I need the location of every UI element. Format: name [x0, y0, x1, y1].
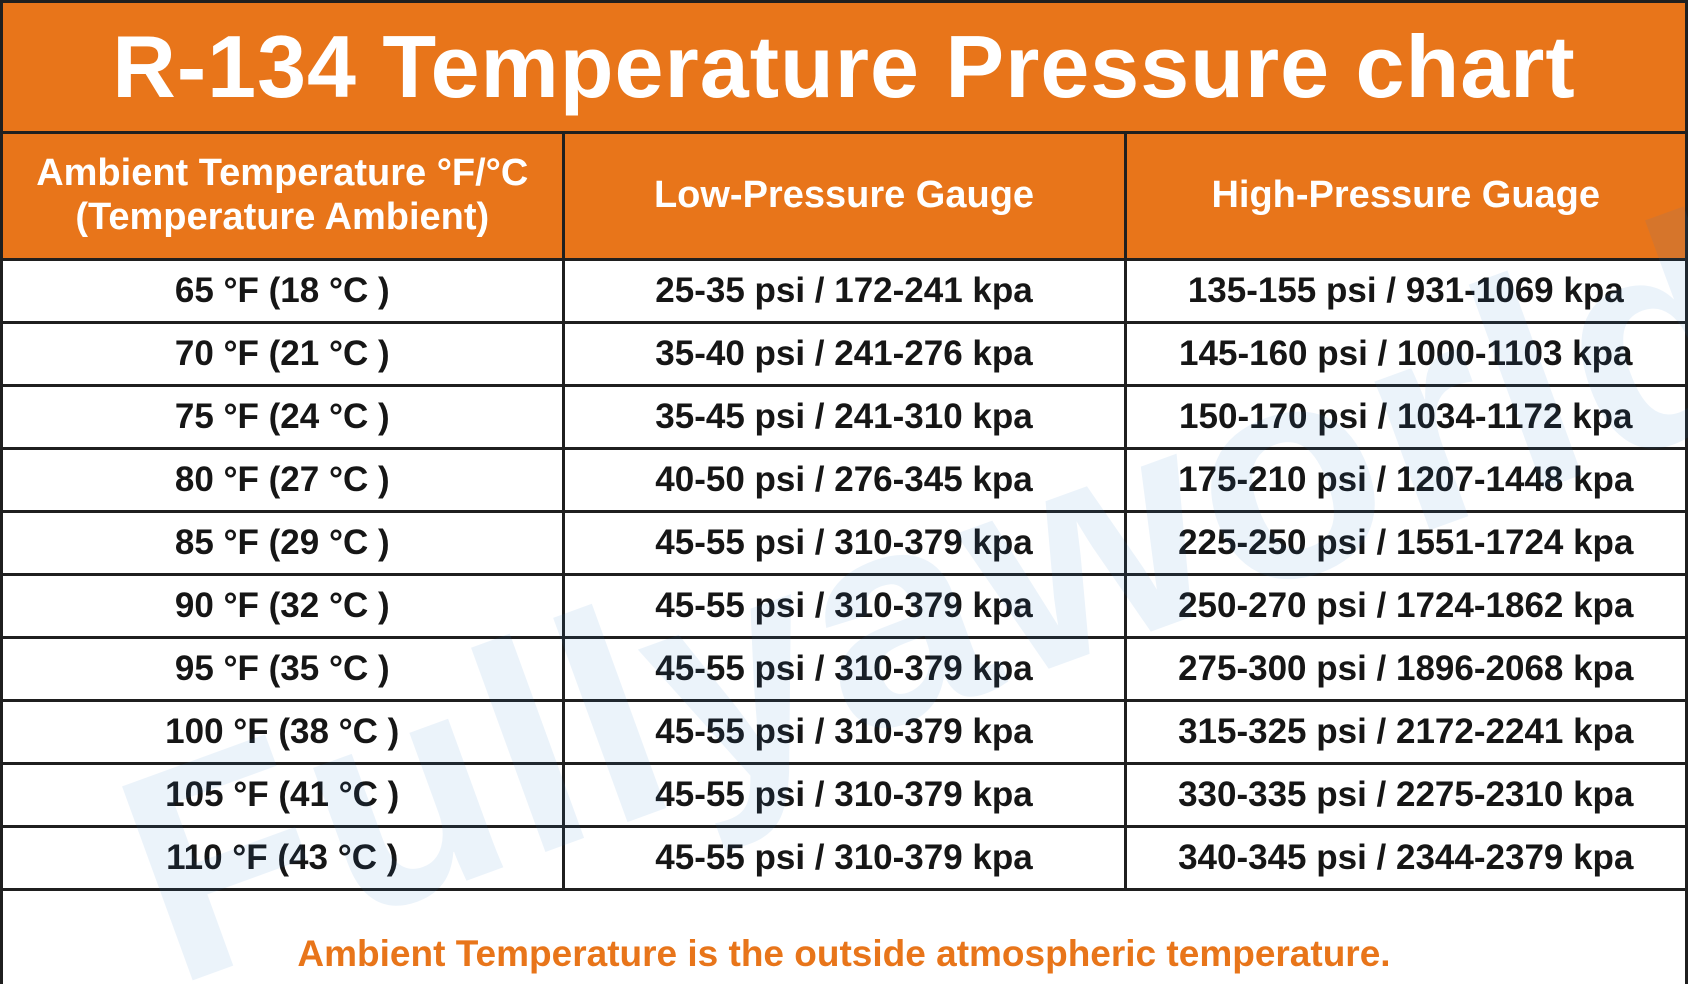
temperature-cell: 85 °F (29 °C ) [3, 510, 565, 576]
low-pressure-value: 45-55 psi / 310-379 kpa [655, 775, 1033, 814]
low-pressure-cell: 45-55 psi / 310-379 kpa [561, 825, 1127, 891]
title-bar: R-134 Temperature Pressure chart [3, 3, 1685, 134]
table-row: 90 °F (32 °C ) 45-55 psi / 310-379 kpa 2… [3, 573, 1685, 639]
high-pressure-value: 330-335 psi / 2275-2310 kpa [1178, 775, 1634, 814]
header-low-pressure: Low-Pressure Gauge [561, 134, 1127, 261]
low-pressure-cell: 35-40 psi / 241-276 kpa [561, 321, 1127, 387]
high-pressure-cell: 135-155 psi / 931-1069 kpa [1123, 258, 1685, 324]
high-pressure-value: 145-160 psi / 1000-1103 kpa [1179, 334, 1633, 373]
temperature-cell: 105 °F (41 °C ) [3, 762, 565, 828]
temperature-cell: 110 °F (43 °C ) [3, 825, 565, 891]
temperature-cell: 95 °F (35 °C ) [3, 636, 565, 702]
high-pressure-value: 135-155 psi / 931-1069 kpa [1187, 271, 1624, 310]
temperature-value: 105 °F (41 °C ) [165, 775, 400, 814]
temperature-cell: 90 °F (32 °C ) [3, 573, 565, 639]
low-pressure-value: 45-55 psi / 310-379 kpa [655, 712, 1033, 751]
low-pressure-cell: 45-55 psi / 310-379 kpa [561, 510, 1127, 576]
table-row: 110 °F (43 °C ) 45-55 psi / 310-379 kpa … [3, 825, 1685, 891]
header-ambient-temperature: Ambient Temperature °F/°C (Temperature A… [3, 134, 565, 261]
low-pressure-cell: 40-50 psi / 276-345 kpa [561, 447, 1127, 513]
low-pressure-value: 45-55 psi / 310-379 kpa [655, 649, 1033, 688]
temperature-value: 65 °F (18 °C ) [174, 271, 390, 310]
table-row: 80 °F (27 °C ) 40-50 psi / 276-345 kpa 1… [3, 447, 1685, 513]
high-pressure-value: 175-210 psi / 1207-1448 kpa [1178, 460, 1634, 499]
low-pressure-cell: 45-55 psi / 310-379 kpa [561, 699, 1127, 765]
temperature-value: 90 °F (32 °C ) [174, 586, 390, 625]
high-pressure-value: 150-170 psi / 1034-1172 kpa [1179, 397, 1633, 436]
high-pressure-cell: 175-210 psi / 1207-1448 kpa [1123, 447, 1685, 513]
table-row: 75 °F (24 °C ) 35-45 psi / 241-310 kpa 1… [3, 384, 1685, 450]
high-pressure-cell: 225-250 psi / 1551-1724 kpa [1123, 510, 1685, 576]
high-pressure-cell: 150-170 psi / 1034-1172 kpa [1123, 384, 1685, 450]
temperature-value: 75 °F (24 °C ) [174, 397, 390, 436]
low-pressure-value: 45-55 psi / 310-379 kpa [655, 523, 1033, 562]
table-row: 95 °F (35 °C ) 45-55 psi / 310-379 kpa 2… [3, 636, 1685, 702]
table-row: 65 °F (18 °C ) 25-35 psi / 172-241 kpa 1… [3, 258, 1685, 324]
high-pressure-cell: 275-300 psi / 1896-2068 kpa [1123, 636, 1685, 702]
temperature-value: 95 °F (35 °C ) [174, 649, 390, 688]
header-row: Ambient Temperature °F/°C (Temperature A… [3, 134, 1685, 261]
low-pressure-cell: 45-55 psi / 310-379 kpa [561, 636, 1127, 702]
low-pressure-cell: 35-45 psi / 241-310 kpa [561, 384, 1127, 450]
header-high-pressure: High-Pressure Guage [1123, 134, 1685, 261]
footer-note: Ambient Temperature is the outside atmos… [3, 924, 1685, 984]
high-pressure-value: 225-250 psi / 1551-1724 kpa [1178, 523, 1634, 562]
high-pressure-value: 275-300 psi / 1896-2068 kpa [1178, 649, 1634, 688]
low-pressure-value: 45-55 psi / 310-379 kpa [655, 586, 1033, 625]
high-pressure-value: 340-345 psi / 2344-2379 kpa [1178, 838, 1634, 877]
temperature-cell: 100 °F (38 °C ) [3, 699, 565, 765]
high-pressure-cell: 330-335 psi / 2275-2310 kpa [1123, 762, 1685, 828]
low-pressure-value: 25-35 psi / 172-241 kpa [655, 271, 1033, 310]
low-pressure-value: 35-40 psi / 241-276 kpa [655, 334, 1033, 373]
high-pressure-value: 315-325 psi / 2172-2241 kpa [1178, 712, 1634, 751]
chart-title: R-134 Temperature Pressure chart [112, 17, 1576, 116]
high-pressure-value: 250-270 psi / 1724-1862 kpa [1178, 586, 1634, 625]
header-ambient-line2: (Temperature Ambient) [75, 196, 490, 238]
table-row: 85 °F (29 °C ) 45-55 psi / 310-379 kpa 2… [3, 510, 1685, 576]
temperature-cell: 70 °F (21 °C ) [3, 321, 565, 387]
low-pressure-cell: 45-55 psi / 310-379 kpa [561, 573, 1127, 639]
temperature-value: 100 °F (38 °C ) [165, 712, 400, 751]
header-ambient-line1: Ambient Temperature °F/°C [36, 152, 529, 195]
low-pressure-value: 45-55 psi / 310-379 kpa [655, 838, 1033, 877]
footer-text: Ambient Temperature is the outside atmos… [297, 933, 1391, 974]
temperature-value: 110 °F (43 °C ) [166, 838, 399, 877]
low-pressure-value: 40-50 psi / 276-345 kpa [655, 460, 1033, 499]
temperature-cell: 80 °F (27 °C ) [3, 447, 565, 513]
temperature-value: 85 °F (29 °C ) [174, 523, 390, 562]
temperature-cell: 75 °F (24 °C ) [3, 384, 565, 450]
temperature-value: 80 °F (27 °C ) [174, 460, 390, 499]
temperature-value: 70 °F (21 °C ) [174, 334, 390, 373]
table-row: 100 °F (38 °C ) 45-55 psi / 310-379 kpa … [3, 699, 1685, 765]
table-row: 70 °F (21 °C ) 35-40 psi / 241-276 kpa 1… [3, 321, 1685, 387]
temperature-cell: 65 °F (18 °C ) [3, 258, 565, 324]
high-pressure-cell: 145-160 psi / 1000-1103 kpa [1123, 321, 1685, 387]
high-pressure-cell: 250-270 psi / 1724-1862 kpa [1123, 573, 1685, 639]
high-pressure-cell: 315-325 psi / 2172-2241 kpa [1123, 699, 1685, 765]
low-pressure-value: 35-45 psi / 241-310 kpa [655, 397, 1033, 436]
pressure-table: Ambient Temperature °F/°C (Temperature A… [3, 134, 1685, 891]
table-row: 105 °F (41 °C ) 45-55 psi / 310-379 kpa … [3, 762, 1685, 828]
low-pressure-cell: 45-55 psi / 310-379 kpa [561, 762, 1127, 828]
high-pressure-cell: 340-345 psi / 2344-2379 kpa [1123, 825, 1685, 891]
low-pressure-cell: 25-35 psi / 172-241 kpa [561, 258, 1127, 324]
